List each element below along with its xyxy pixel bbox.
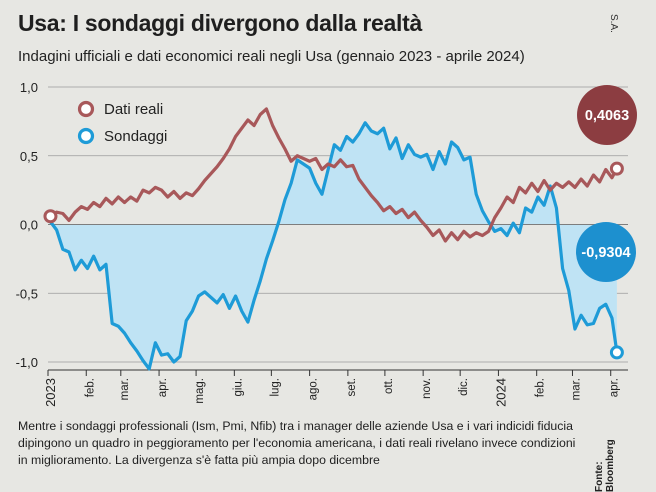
credit-label: S.A.	[608, 14, 619, 33]
legend-sondaggi-marker	[77, 127, 95, 145]
x-tick-label: mar.	[570, 378, 582, 400]
dati-reali-start-marker	[43, 209, 58, 224]
x-tick-label: feb.	[535, 378, 547, 397]
x-tick-label: apr.	[609, 378, 621, 397]
x-tick-label: ago.	[308, 378, 320, 400]
footnote: Mentre i sondaggi professionali (Ism, Pm…	[18, 419, 576, 467]
x-tick-label: apr.	[157, 378, 169, 397]
x-tick-label: set.	[346, 378, 358, 397]
legend-sondaggi-label: Sondaggi	[104, 128, 167, 145]
dati-reali-end-marker	[609, 161, 624, 176]
legend-dati-reali-label: Dati reali	[104, 101, 163, 118]
y-tick-label: -0,5	[16, 286, 38, 301]
x-tick-label: mar.	[119, 378, 131, 400]
sondaggi-end-marker	[609, 345, 624, 360]
x-tick-label: 2023	[43, 378, 58, 407]
source-label: Fonte: Bloomberg	[594, 439, 616, 492]
dati-reali-end-bubble	[577, 85, 637, 145]
x-tick-label: mag.	[194, 378, 206, 404]
y-tick-label: 0,0	[20, 218, 38, 233]
x-tick-label: dic.	[458, 378, 470, 396]
sondaggi-area	[50, 122, 617, 369]
sondaggi-end-value: -0,9304	[581, 245, 630, 261]
x-tick-label: 2024	[493, 378, 508, 407]
legend-dati-reali-marker	[77, 100, 95, 118]
x-tick-label: giu.	[232, 378, 244, 397]
y-tick-label: 1,0	[20, 80, 38, 95]
x-tick-label: ott.	[383, 378, 395, 394]
y-tick-label: 0,5	[20, 149, 38, 164]
y-tick-label: -1,0	[16, 355, 38, 370]
sondaggi-line	[48, 121, 619, 371]
x-tick-label: nov.	[421, 378, 433, 399]
dati-reali-end-value: 0,4063	[585, 108, 629, 124]
x-tick-label: feb.	[84, 378, 96, 397]
chart-subtitle: Indagini ufficiali e dati economici real…	[18, 48, 525, 65]
dati-reali-line	[48, 107, 619, 243]
sondaggi-end-bubble	[576, 222, 636, 282]
chart-title: Usa: I sondaggi divergono dalla realtà	[18, 10, 422, 36]
x-tick-label: lug.	[269, 378, 281, 397]
